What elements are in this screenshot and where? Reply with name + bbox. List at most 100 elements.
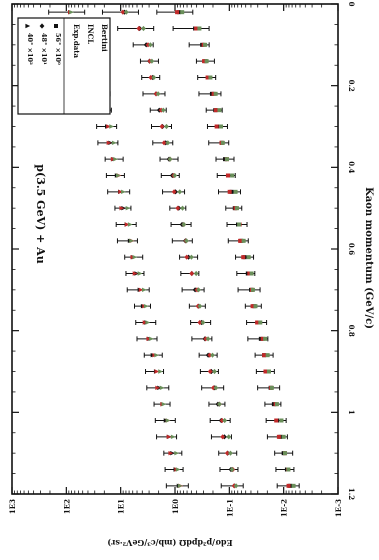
bertini-point xyxy=(184,238,189,244)
bertini-point xyxy=(149,336,154,342)
bertini-point xyxy=(165,418,171,423)
bertini-point xyxy=(111,140,117,146)
y-tick-label: 1E-3 xyxy=(334,499,343,517)
bertini-point xyxy=(249,271,254,276)
bertini-point xyxy=(233,189,238,194)
legend-entry-label: 40° ×10² xyxy=(26,33,34,65)
incl-point xyxy=(106,124,112,129)
incl-point xyxy=(194,26,199,31)
incl-point xyxy=(148,74,154,81)
incl-point xyxy=(286,483,291,488)
incl-point xyxy=(175,10,180,15)
bertini-point xyxy=(217,401,222,407)
y-tick-label: 1E0 xyxy=(171,499,180,514)
chart-title: p(3.5 GeV) + Au xyxy=(34,164,47,263)
incl-point xyxy=(260,336,265,341)
bertini-point xyxy=(219,124,224,129)
bertini-point xyxy=(208,75,213,80)
incl-point xyxy=(255,320,260,325)
legend-entry-label: 56° ×10⁰ xyxy=(54,33,62,65)
bertini-point xyxy=(250,287,255,292)
bertini-point xyxy=(212,368,217,375)
incl-point xyxy=(227,189,232,194)
incl-point xyxy=(263,369,268,374)
incl-point xyxy=(247,271,252,276)
bertini-point xyxy=(141,25,146,32)
bertini-point xyxy=(286,467,291,472)
y-axis-label: Edσ/p²dpdΩ (mb/c³/GeV²·sr) xyxy=(107,538,232,548)
bertini-point xyxy=(189,254,194,260)
bertini-point xyxy=(213,91,218,96)
bertini-point xyxy=(197,26,202,31)
incl-point xyxy=(197,319,203,326)
incl-point xyxy=(189,270,195,277)
bertini-point xyxy=(137,271,143,276)
bertini-point xyxy=(222,417,228,424)
incl-point xyxy=(213,108,218,113)
incl-point xyxy=(225,173,230,178)
incl-point xyxy=(154,369,160,374)
bertini-point xyxy=(281,434,286,439)
x-axis-label: Kaon momentum (GeV/c) xyxy=(363,187,374,329)
bertini-point xyxy=(141,287,147,293)
incl-point xyxy=(210,385,216,391)
legend-entry-label: 48° ×10¹ xyxy=(40,33,48,65)
bertini-point xyxy=(164,123,169,130)
x-tick-label: 0.8 xyxy=(347,325,356,337)
bertini-point xyxy=(109,124,115,129)
bertini-point xyxy=(172,172,178,179)
bertini-point xyxy=(177,483,183,489)
bertini-point xyxy=(269,385,274,390)
incl-point xyxy=(155,385,161,391)
bertini-point xyxy=(158,369,163,374)
bertini-point xyxy=(196,287,201,293)
legend-marker xyxy=(54,24,58,28)
bertini-point xyxy=(233,483,239,489)
incl-point xyxy=(110,156,116,162)
bertini-point xyxy=(149,58,155,64)
bertini-point xyxy=(226,434,232,440)
bertini-point xyxy=(258,320,263,325)
incl-point xyxy=(168,450,174,456)
legend-model-label: Bertini xyxy=(100,24,109,52)
bertini-point xyxy=(170,434,176,440)
legend-model-label: INCL xyxy=(86,24,95,44)
incl-point xyxy=(171,189,177,195)
incl-point xyxy=(241,255,246,260)
incl-point xyxy=(202,59,207,64)
incl-point xyxy=(211,91,216,96)
bertini-point xyxy=(204,59,209,64)
incl-point xyxy=(136,25,142,32)
bertini-point xyxy=(167,156,173,162)
bertini-point xyxy=(177,189,183,195)
bertini-point xyxy=(265,353,270,358)
incl-point xyxy=(274,418,279,423)
incl-point xyxy=(205,75,210,80)
bertini-point xyxy=(180,10,185,15)
bertini-point xyxy=(147,42,153,48)
incl-point xyxy=(219,417,225,424)
bertini-point xyxy=(291,483,296,488)
bertini-point xyxy=(253,304,258,309)
bertini-point xyxy=(143,303,149,309)
bertini-point xyxy=(132,254,138,260)
bertini-point xyxy=(180,205,185,211)
incl-point xyxy=(214,124,219,129)
bertini-point xyxy=(241,238,246,243)
bertini-point xyxy=(217,108,222,113)
incl-point xyxy=(276,434,281,439)
y-tick-label: 1E-1 xyxy=(225,499,234,517)
incl-point xyxy=(184,254,190,260)
bertini-point xyxy=(225,157,230,162)
bertini-point xyxy=(181,221,187,228)
bertini-point xyxy=(121,189,126,195)
bertini-point xyxy=(116,173,121,178)
bertini-point xyxy=(203,42,208,47)
legend: 40° ×10² 48° ×10¹ 56° ×10⁰ Exp.data INCL Bert… xyxy=(17,17,111,115)
incl-point xyxy=(146,336,152,342)
bertini-point xyxy=(175,467,181,472)
bertini-point xyxy=(283,451,288,456)
incl-point xyxy=(238,238,243,243)
bertini-point xyxy=(200,319,206,326)
